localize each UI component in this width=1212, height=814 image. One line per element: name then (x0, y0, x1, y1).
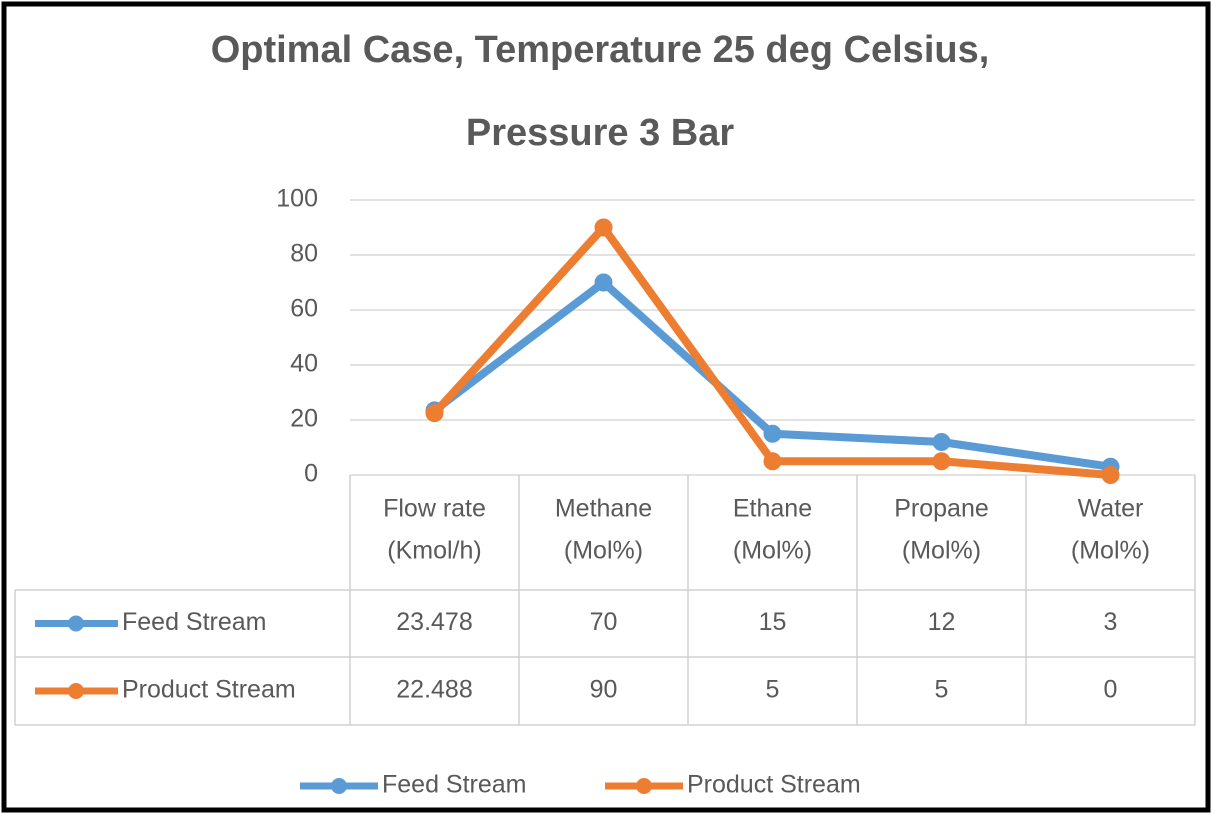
chart-title: Pressure 3 Bar (466, 112, 734, 154)
data-point (594, 218, 613, 237)
y-tick-label: 0 (304, 460, 318, 488)
y-tick-label: 40 (290, 350, 318, 378)
y-tick-label: 60 (290, 295, 318, 323)
table-cell: 5 (766, 676, 780, 704)
y-tick-label: 20 (290, 405, 318, 433)
x-tick-label: (Kmol/h) (387, 537, 481, 565)
data-point (763, 424, 782, 443)
legend-label: Feed Stream (122, 608, 267, 636)
table-cell: 12 (928, 608, 956, 636)
table-cell: 0 (1104, 676, 1118, 704)
table-cell: 22.488 (396, 676, 472, 704)
data-point (763, 452, 782, 471)
x-tick-label: (Mol%) (564, 537, 643, 565)
table-cell: 70 (590, 608, 618, 636)
legend-marker (68, 615, 84, 632)
y-tick-label: 80 (290, 240, 318, 268)
x-tick-label: Water (1078, 495, 1144, 523)
data-point (594, 273, 613, 292)
table-cell: 15 (759, 608, 787, 636)
x-tick-label: (Mol%) (1071, 537, 1150, 565)
legend-label: Feed Stream (382, 771, 527, 799)
x-tick-label: Methane (555, 495, 652, 523)
table-cell: 3 (1104, 608, 1118, 636)
x-tick-label: (Mol%) (733, 537, 812, 565)
legend-label: Product Stream (687, 771, 861, 799)
legend-label: Product Stream (122, 676, 296, 704)
x-tick-label: (Mol%) (902, 537, 981, 565)
table-cell: 23.478 (396, 608, 472, 636)
x-tick-label: Flow rate (383, 495, 486, 523)
y-tick-label: 100 (276, 185, 318, 213)
data-point (932, 452, 951, 471)
legend-marker (636, 778, 652, 794)
data-point (425, 404, 444, 423)
x-tick-label: Propane (894, 495, 989, 523)
data-point (932, 433, 951, 451)
data-point (1101, 466, 1120, 484)
legend-marker (331, 778, 347, 794)
x-tick-label: Ethane (733, 495, 812, 523)
table-cell: 90 (590, 676, 618, 704)
legend-marker (68, 683, 84, 699)
chart-title: Optimal Case, Temperature 25 deg Celsius… (211, 29, 990, 71)
table-cell: 5 (935, 676, 949, 704)
